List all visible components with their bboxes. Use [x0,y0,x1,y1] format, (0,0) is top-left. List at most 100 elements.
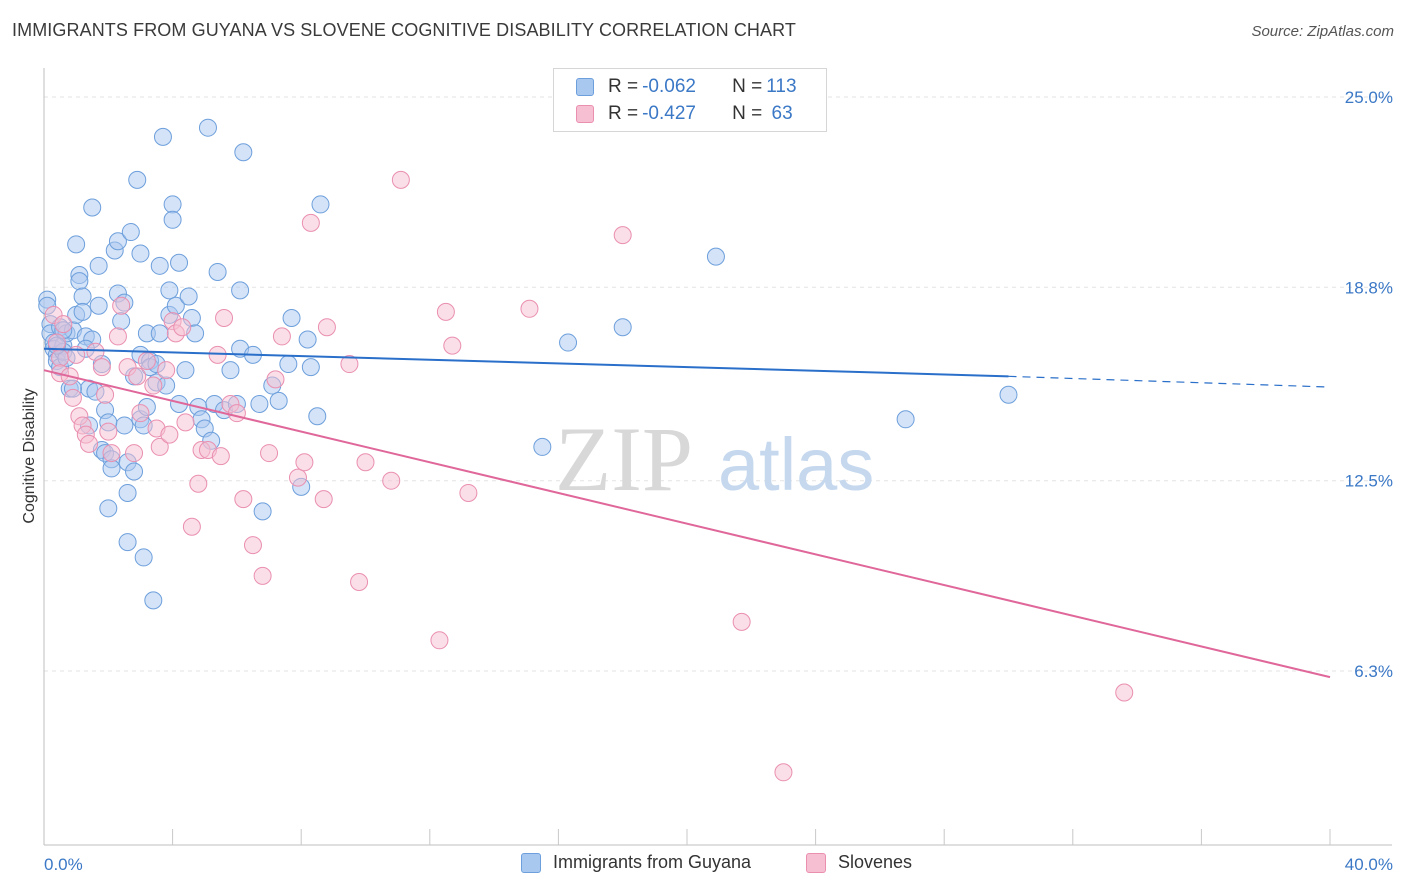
data-point-guyana [176,361,195,380]
data-point-guyana [89,256,108,275]
data-point-guyana [163,210,182,229]
data-point-guyana [70,272,89,291]
data-point-guyana [208,262,227,281]
data-point-slovenes [350,572,369,591]
data-point-slovenes [92,358,111,377]
y-tick-label: 6.3% [1354,662,1393,681]
data-point-guyana [282,309,301,328]
data-point-guyana [112,312,131,331]
data-point-slovenes [125,444,144,463]
data-point-slovenes [391,170,410,189]
data-point-guyana [108,232,127,251]
series-guyana-points [38,118,1018,610]
legend-n-label: N = [732,76,763,97]
data-point-guyana [121,223,140,242]
watermark-zip: ZIP [555,408,693,510]
data-point-slovenes [243,536,262,555]
data-point-slovenes [160,425,179,444]
data-point-guyana [198,118,217,137]
legend-r-label: R = [608,76,639,97]
data-point-slovenes [54,315,73,334]
data-point-slovenes [272,327,291,346]
data-point-slovenes [173,318,192,337]
data-point-slovenes [356,453,375,472]
y-axis-title: Cognitive Disability [21,388,38,523]
data-point-guyana [118,533,137,552]
data-point-guyana [153,127,172,146]
legend-swatch-pink [806,852,826,873]
source-note: Source: ZipAtlas.com [1251,23,1394,40]
data-point-slovenes [234,490,253,509]
data-point-guyana [160,281,179,300]
y-tick-label: 18.8% [1345,278,1393,297]
data-point-slovenes [128,367,147,386]
data-point-slovenes [253,566,272,585]
data-point-guyana [999,385,1018,404]
data-point-guyana [118,483,137,502]
legend-item-guyana: Immigrants from Guyana [521,852,751,873]
data-point-guyana [308,407,327,426]
data-point-slovenes [112,296,131,315]
y-tick-label: 25.0% [1345,88,1393,107]
trend-lines [43,347,1331,679]
data-point-slovenes [211,447,230,466]
legend-n-value: 113 [766,76,797,97]
y-tick-label: 12.5% [1345,472,1393,491]
data-point-guyana [269,391,288,410]
correlation-legend: R = -0.062 N = 113 R = -0.427 N = 63 [553,68,827,132]
data-point-guyana [102,459,121,478]
data-point-guyana [144,591,163,610]
data-point-slovenes [137,351,156,370]
data-point-slovenes [266,370,285,389]
data-point-slovenes [63,388,82,407]
legend-r-label: R = [608,103,639,124]
data-point-guyana [83,198,102,217]
legend-swatch-blue [576,78,594,96]
data-point-slovenes [51,348,70,367]
data-point-slovenes [732,612,751,631]
data-point-guyana [279,355,298,374]
data-point-guyana [150,256,169,275]
data-point-guyana [163,195,182,214]
data-point-slovenes [182,517,201,536]
data-point-slovenes [317,318,336,337]
data-point-guyana [231,281,250,300]
data-point-slovenes [774,763,793,782]
data-point-guyana [99,499,118,518]
axes [43,68,1392,846]
data-point-guyana [125,462,144,481]
watermark: ZIP atlas [555,408,874,510]
data-point-guyana [131,244,150,263]
watermark-atlas: atlas [718,423,874,506]
data-point-slovenes [131,404,150,423]
data-point-guyana [73,287,92,306]
legend-swatch-pink [576,105,594,123]
data-point-slovenes [108,327,127,346]
data-point-guyana [559,333,578,352]
data-point-slovenes [459,483,478,502]
legend-n-label: N = [732,103,763,124]
legend-row-guyana: R = -0.062 N = 113 [576,75,797,99]
data-point-slovenes [613,226,632,245]
data-point-slovenes [443,336,462,355]
data-point-slovenes [227,404,246,423]
data-point-guyana [170,253,189,272]
data-point-slovenes [102,444,121,463]
legend-n-value: 63 [766,103,793,124]
data-point-guyana [298,330,317,349]
trend-line-guyana [43,347,1009,378]
x-tick-label: 0.0% [44,855,83,874]
y-tick-labels: 6.3% 12.5% 18.8% 25.0% [1345,88,1393,681]
data-point-slovenes [189,474,208,493]
data-point-guyana [301,358,320,377]
data-point-guyana [253,502,272,521]
data-point-slovenes [382,471,401,490]
legend-swatch-blue [521,852,541,873]
data-point-slovenes [96,385,115,404]
grid-lines [44,96,1392,672]
series-legend: Immigrants from Guyana Slovenes [0,852,1406,878]
data-point-guyana [89,296,108,315]
data-point-slovenes [80,434,99,453]
data-point-guyana [250,394,269,413]
